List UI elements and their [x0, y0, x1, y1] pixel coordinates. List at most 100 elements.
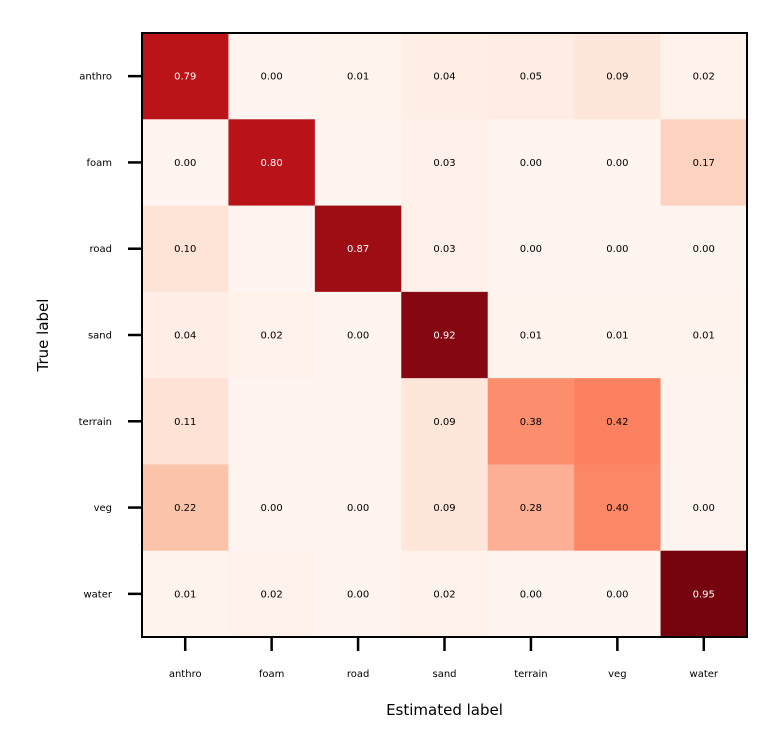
cell-value-label: 0.79	[174, 72, 196, 83]
cell-value-label: 0.95	[693, 589, 715, 600]
cell-value-label: 0.28	[520, 503, 542, 514]
heatmap-cell	[660, 378, 748, 465]
cell-value-label: 0.09	[433, 417, 455, 428]
y-axis-ticks: anthro foam road sand terrain veg water	[79, 72, 142, 600]
x-tick-label: road	[347, 669, 370, 680]
cell-value-label: 0.09	[433, 503, 455, 514]
heatmap-cell	[228, 378, 316, 465]
x-tick-label: anthro	[169, 669, 202, 680]
cell-value-label: 0.00	[606, 589, 628, 600]
heatmap-cell	[142, 550, 229, 638]
cell-value-label: 0.40	[606, 503, 628, 514]
heatmap-cell	[660, 33, 748, 120]
heatmap-cell	[228, 205, 316, 293]
y-tick-label: veg	[94, 503, 112, 514]
cell-value-label: 0.17	[693, 158, 715, 169]
cell-value-label: 0.02	[433, 589, 455, 600]
heatmap-cell	[142, 119, 229, 207]
y-axis-label: True label	[34, 299, 52, 373]
cell-value-label: 0.00	[261, 72, 283, 83]
cell-value-label: 0.03	[433, 158, 455, 169]
cell-value-label: 0.00	[174, 158, 196, 169]
cell-value-label: 0.87	[347, 244, 369, 255]
cell-value-label: 0.00	[606, 158, 628, 169]
cell-value-label: 0.10	[174, 244, 196, 255]
heatmap-cell	[314, 119, 402, 207]
cell-value-label: 0.01	[693, 331, 715, 342]
cell-value-label: 0.00	[347, 503, 369, 514]
cell-value-label: 0.02	[261, 589, 283, 600]
y-tick-label: sand	[88, 331, 112, 342]
y-tick-label: water	[84, 589, 113, 600]
cell-value-label: 0.04	[433, 72, 455, 83]
heatmap-cell	[142, 464, 229, 552]
cell-value-label: 0.03	[433, 244, 455, 255]
heatmap-cell	[228, 33, 316, 120]
heatmap-cell	[574, 291, 662, 379]
heatmap-cell	[660, 291, 748, 379]
heatmap-cell	[574, 33, 662, 120]
cell-value-label: 0.22	[174, 503, 196, 514]
heatmap-cell	[401, 33, 489, 120]
heatmap-cell	[487, 464, 575, 552]
cell-value-label: 0.80	[261, 158, 283, 169]
heatmap-cell	[574, 378, 662, 465]
y-tick-label: road	[90, 244, 113, 255]
heatmap-cell	[487, 550, 575, 638]
heatmap-cell	[142, 378, 229, 465]
heatmap-cell	[574, 464, 662, 552]
heatmap-cell	[487, 291, 575, 379]
heatmap-cell	[401, 205, 489, 293]
heatmap-cell	[487, 205, 575, 293]
heatmap-cell	[228, 119, 316, 207]
cell-value-label: 0.00	[606, 244, 628, 255]
cell-value-label: 0.00	[693, 503, 715, 514]
heatmap-cell	[142, 205, 229, 293]
heatmap-cell	[660, 550, 748, 638]
heatmap-cell	[401, 550, 489, 638]
y-tick-label: terrain	[79, 417, 112, 428]
heatmap-cell	[574, 119, 662, 207]
heatmap-cell	[660, 464, 748, 552]
heatmap-cell	[487, 119, 575, 207]
heatmap-cell	[314, 291, 402, 379]
heatmap-cell	[401, 291, 489, 379]
cell-value-label: 0.42	[606, 417, 628, 428]
x-axis-ticks: anthro foam road sand terrain veg water	[169, 637, 719, 680]
x-tick-label: foam	[259, 669, 285, 680]
heatmap-cell	[314, 205, 402, 293]
y-tick-label: anthro	[79, 72, 112, 83]
x-axis-label: Estimated label	[386, 701, 503, 719]
cell-value-label: 0.02	[693, 72, 715, 83]
cell-value-label: 0.01	[606, 331, 628, 342]
cell-value-label: 0.00	[693, 244, 715, 255]
heatmap-cell	[660, 205, 748, 293]
heatmap-cell	[228, 291, 316, 379]
x-tick-label: sand	[432, 669, 456, 680]
cell-value-label: 0.09	[606, 72, 628, 83]
y-tick-label: foam	[86, 158, 112, 169]
heatmap-cell	[314, 464, 402, 552]
heatmap-cell	[401, 464, 489, 552]
heatmap-cell	[142, 291, 229, 379]
heatmap-cell	[574, 550, 662, 638]
cell-value-label: 0.00	[347, 589, 369, 600]
cell-value-label: 0.00	[520, 589, 542, 600]
x-tick-label: terrain	[514, 669, 547, 680]
cell-value-label: 0.01	[520, 331, 542, 342]
cell-value-label: 0.02	[261, 331, 283, 342]
heatmap-cell	[660, 119, 748, 207]
cell-value-label: 0.00	[520, 158, 542, 169]
cell-value-label: 0.01	[347, 72, 369, 83]
cell-value-label: 0.00	[261, 503, 283, 514]
heatmap-cell	[314, 378, 402, 465]
cell-value-label: 0.38	[520, 417, 542, 428]
heatmap-cell	[228, 550, 316, 638]
x-tick-label: water	[690, 669, 719, 680]
cell-value-label: 0.05	[520, 72, 542, 83]
cell-value-label: 0.11	[174, 417, 196, 428]
heatmap-cell	[487, 378, 575, 465]
cell-value-label: 0.92	[433, 331, 455, 342]
